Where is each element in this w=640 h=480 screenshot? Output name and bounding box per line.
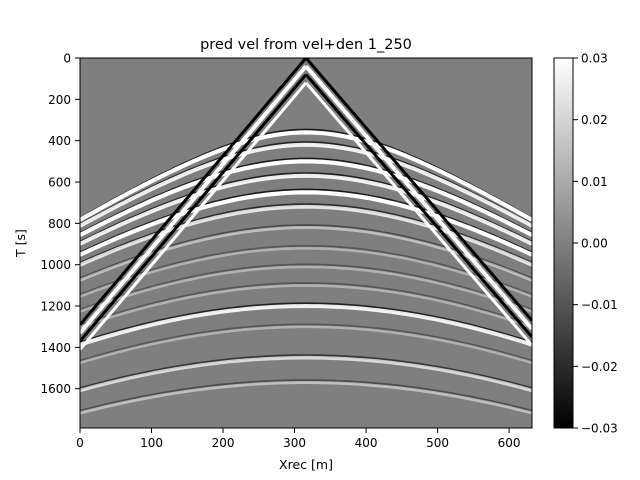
y-tick-label: 1000 xyxy=(40,258,71,272)
colorbar-ticks: 0.03 0.02 0.01 0.00 −0.01 −0.02 −0.03 xyxy=(573,52,618,436)
reflection-4 xyxy=(80,190,532,257)
direct-wave-left-3 xyxy=(80,81,308,351)
reflection-10 xyxy=(80,304,532,347)
seismic-image xyxy=(80,58,532,415)
reflection-12 xyxy=(80,355,532,393)
reflection-shadow-13 xyxy=(80,379,532,413)
y-tick-label: 1600 xyxy=(40,382,71,396)
reflection-8 xyxy=(80,265,532,313)
y-tick-label: 600 xyxy=(48,176,71,190)
colorbar-tick-label: 0.01 xyxy=(581,175,608,189)
colorbar-tick-label: 0.00 xyxy=(581,237,608,251)
direct-wave-right-1 xyxy=(304,64,532,331)
reflection-1 xyxy=(80,142,532,228)
x-tick-label: 500 xyxy=(426,436,449,450)
direct-wave-right-0 xyxy=(304,58,532,322)
reflection-shadow-8 xyxy=(80,263,532,311)
y-tick-label: 1400 xyxy=(40,341,71,355)
colorbar-tick-label: 0.02 xyxy=(581,113,608,127)
y-axis: 0 200 400 600 800 1000 1200 1400 1600 xyxy=(40,52,80,396)
x-axis-label: Xrec [m] xyxy=(279,457,333,472)
colorbar-tick-label: −0.01 xyxy=(581,298,618,312)
reflection-shadow-9 xyxy=(80,282,532,327)
direct-wave-right-3 xyxy=(304,81,532,347)
colorbar: 0.03 0.02 0.01 0.00 −0.01 −0.02 −0.03 xyxy=(553,52,618,436)
plot-area xyxy=(79,57,533,429)
plot-frame xyxy=(79,57,533,429)
colorbar-tick-label: −0.03 xyxy=(581,422,618,436)
reflection-shadow-12 xyxy=(80,354,532,390)
y-tick-label: 400 xyxy=(48,134,71,148)
y-axis-label: T [s] xyxy=(13,229,28,258)
reflection-2 xyxy=(80,159,532,237)
colorbar-gradient xyxy=(553,57,574,429)
x-tick-label: 0 xyxy=(76,436,84,450)
direct-wave-left-0 xyxy=(80,58,308,326)
x-axis: 0 100 200 300 400 500 600 xyxy=(76,428,521,450)
x-tick-label: 300 xyxy=(283,436,306,450)
y-tick-label: 200 xyxy=(48,93,71,107)
x-tick-label: 600 xyxy=(498,436,521,450)
colorbar-tick-label: −0.02 xyxy=(581,360,618,374)
x-tick-label: 400 xyxy=(355,436,378,450)
direct-wave-right-2 xyxy=(304,73,532,339)
reflection-9 xyxy=(80,283,532,329)
reflection-0 xyxy=(80,130,532,222)
reflection-7 xyxy=(80,246,532,298)
x-tick-label: 100 xyxy=(140,436,163,450)
x-tick-label: 200 xyxy=(212,436,235,450)
direct-wave-left-1 xyxy=(80,64,308,335)
y-tick-label: 800 xyxy=(48,217,71,231)
y-tick-label: 0 xyxy=(63,52,71,66)
direct-wave-left-2 xyxy=(80,73,308,343)
y-tick-label: 1200 xyxy=(40,300,71,314)
reflection-3 xyxy=(80,173,532,246)
reflection-13 xyxy=(80,380,532,415)
reflection-11 xyxy=(80,325,532,365)
reflection-shadow-11 xyxy=(80,323,532,363)
colorbar-tick-label: 0.03 xyxy=(581,52,608,66)
chart-title: pred vel from vel+den 1_250 xyxy=(200,37,412,53)
reflection-shadow-7 xyxy=(80,244,532,296)
